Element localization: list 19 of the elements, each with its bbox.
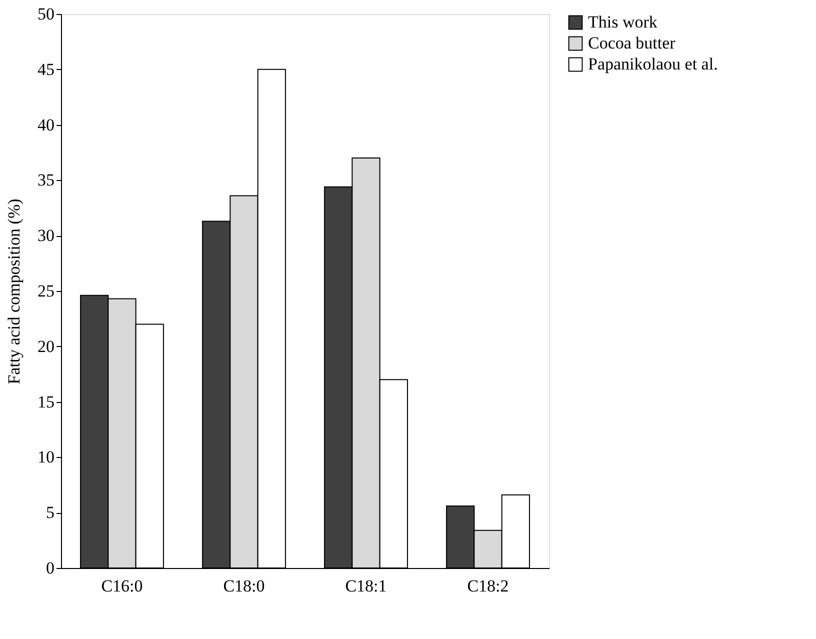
y-axis-title: Fatty acid composition (%) (4, 198, 24, 384)
y-tick-label: 30 (38, 226, 54, 246)
y-tick-label: 45 (38, 60, 54, 79)
x-tick-label: C18:2 (467, 576, 509, 596)
y-tick-label: 40 (38, 115, 54, 134)
y-tick-label: 10 (38, 448, 54, 467)
y-tick-label: 35 (38, 170, 54, 190)
y-tick-label: 50 (38, 4, 54, 24)
x-tick-label: C16:0 (101, 576, 143, 596)
y-tick-label: 0 (46, 558, 54, 578)
y-tick-label: 20 (38, 336, 54, 356)
x-tick-label: C18:1 (345, 576, 387, 596)
x-tick-label: C18:0 (223, 576, 265, 596)
y-tick-label: 15 (38, 392, 54, 412)
y-tick-label: 25 (38, 282, 54, 300)
legend-label: Cocoa butter (588, 34, 676, 52)
y-tick-label: 5 (46, 503, 54, 522)
legend-label: Papanikolaou et al. (588, 54, 718, 74)
legend-label: This work (588, 12, 658, 32)
